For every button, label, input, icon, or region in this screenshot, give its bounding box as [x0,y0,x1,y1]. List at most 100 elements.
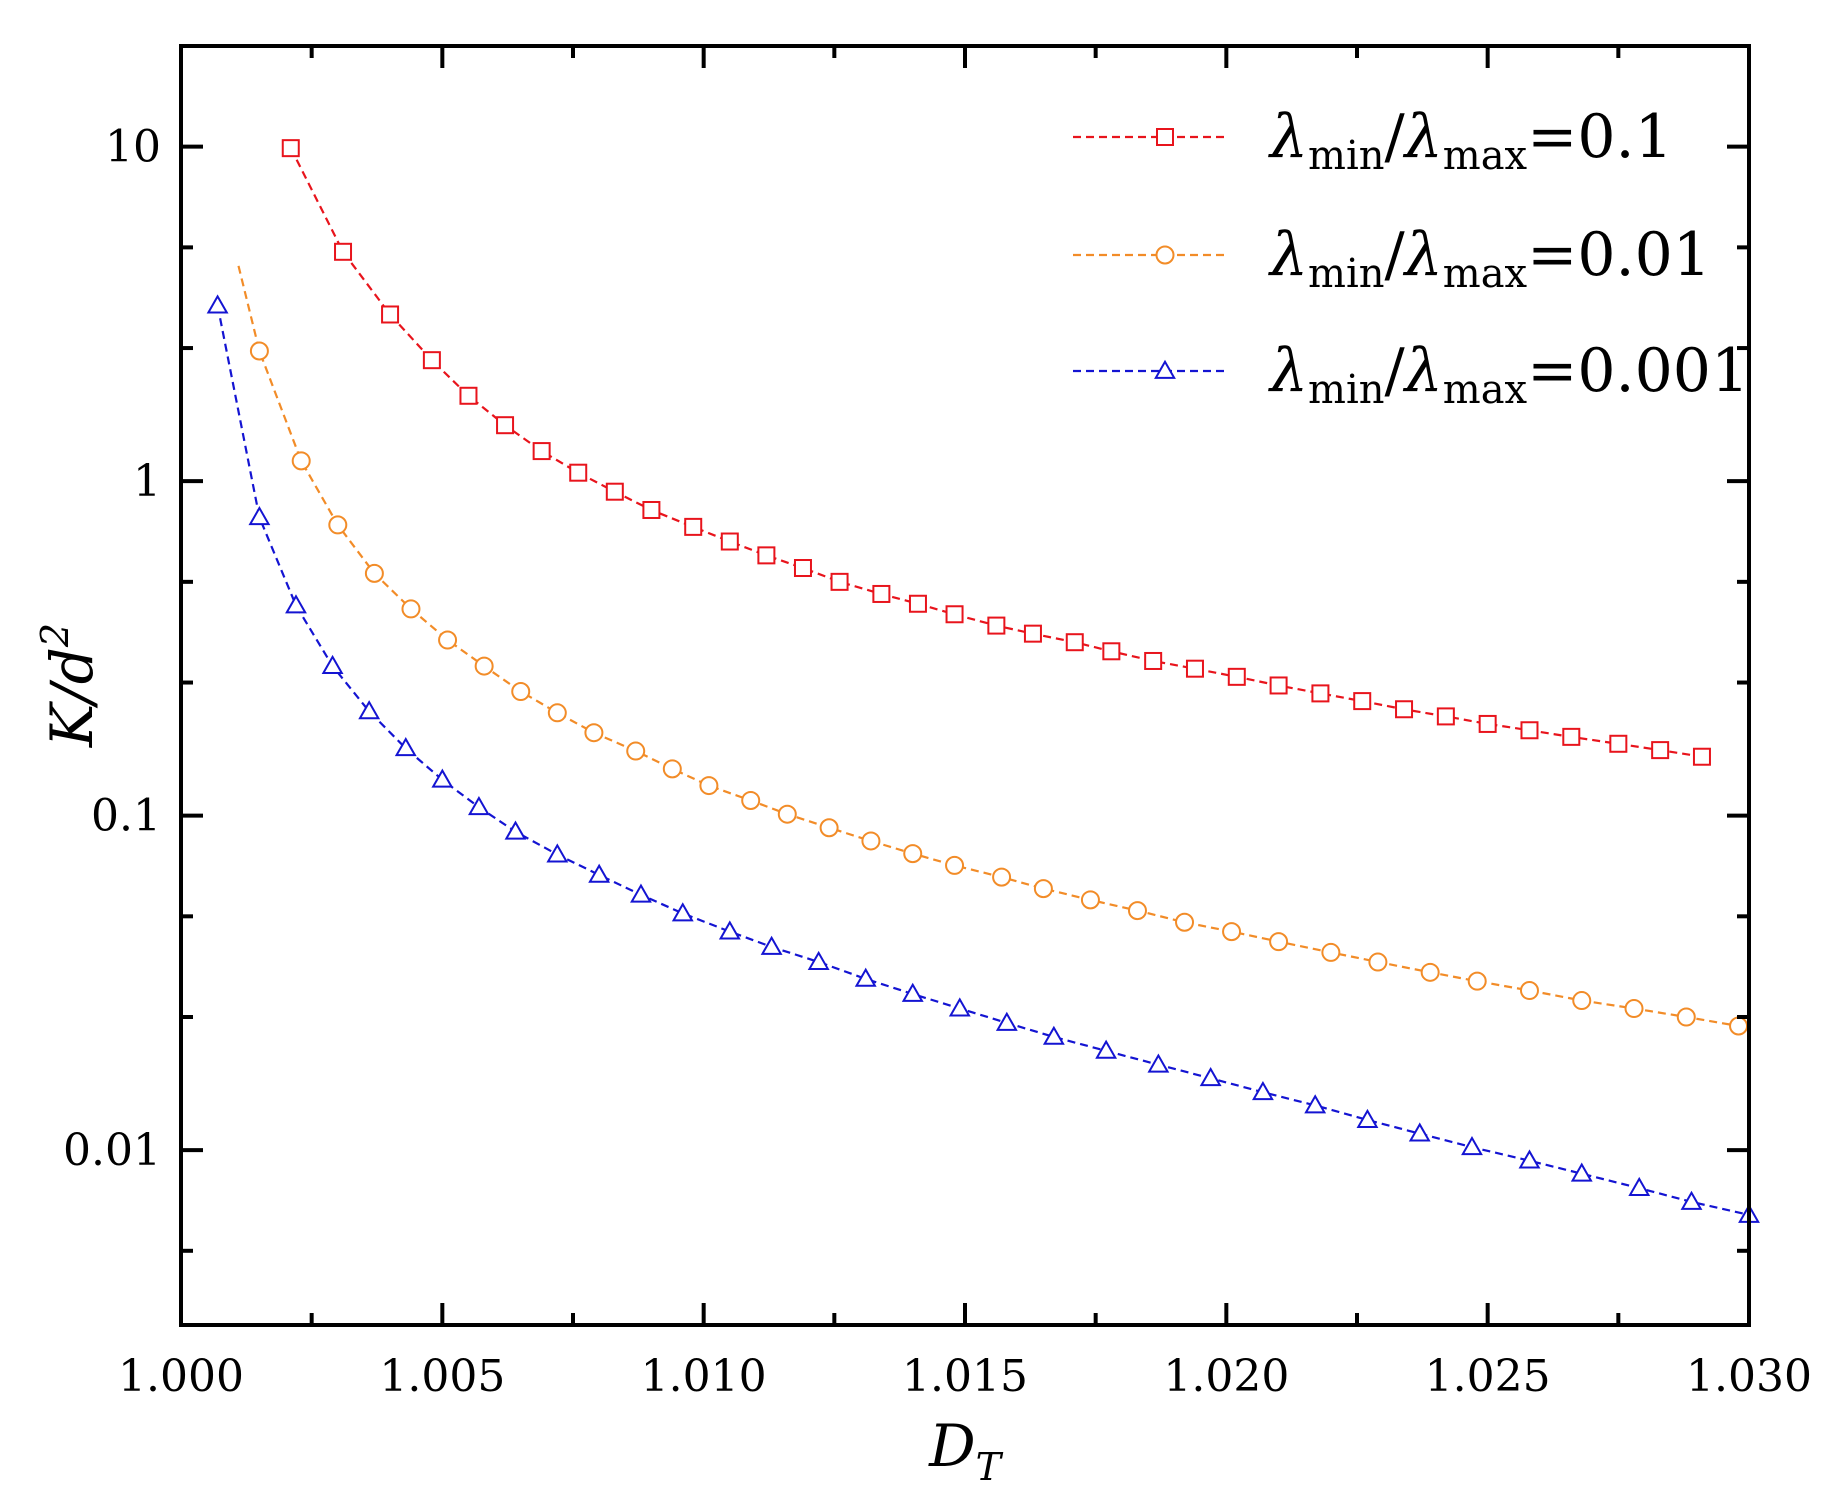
data-point [422,351,441,370]
series-circle [237,265,1749,1036]
legend-value: =0.01 [1527,220,1711,290]
legend-slash: / [1385,220,1406,290]
data-point [546,843,569,863]
legend-sub-min: min [1308,251,1384,297]
data-point [394,737,417,757]
legend-lambda: λ [1268,336,1308,406]
x-tick-label: 1.030 [1686,1351,1812,1402]
data-point [1144,651,1163,670]
legend: λmin/λmax=0.1λmin/λmax=0.01λmin/λmax=0.0… [1073,102,1749,413]
x-axis-title-main: D [928,1412,976,1480]
x-tick-label: 1.020 [1163,1351,1289,1402]
legend-lambda: λ [1403,220,1443,290]
data-point [588,863,611,883]
data-point [854,967,877,987]
data-point [819,818,839,838]
data-point [285,594,307,614]
data-point [1570,1162,1593,1182]
data-point [1478,714,1497,733]
data-point [1175,912,1195,932]
legend-sub-max: max [1443,251,1528,297]
series-triangle [206,294,1760,1223]
legend-sub-max: max [1443,367,1528,413]
data-point [334,242,353,261]
data-point [1420,962,1440,982]
legend-lambda: λ [1403,336,1443,406]
data-point [1676,1007,1696,1027]
data-point [1269,932,1289,952]
legend-entry: λmin/λmax=0.01 [1073,220,1711,297]
data-point [1518,1149,1541,1169]
data-point [1042,1025,1065,1045]
x-tick-label: 1.005 [379,1351,505,1402]
data-point [1461,1136,1483,1156]
data-point [511,682,531,702]
data-point [720,532,739,551]
x-axis-title-sub: T [976,1445,1004,1489]
data-point [807,950,830,970]
data-point [630,883,652,903]
data-point [684,517,703,536]
data-point [1147,1053,1170,1073]
data-point [1609,734,1628,753]
data-point [496,416,515,435]
data-point [584,723,604,743]
data-point [793,559,812,578]
legend-value: =0.1 [1527,102,1673,172]
data-point [1519,981,1539,1001]
data-point [760,935,783,955]
legend-lambda: λ [1268,220,1308,290]
series-line [216,305,1750,1216]
data-point [1227,667,1246,686]
data-point [861,831,881,851]
data-point [532,442,551,461]
data-point [467,795,490,816]
data-point [1199,1067,1222,1087]
data-point [1395,700,1414,719]
legend-value: =0.001 [1527,336,1749,406]
data-point [1185,659,1204,678]
data-point [1729,1016,1749,1036]
data-point [569,463,588,482]
data-point [291,451,311,471]
x-tick-label: 1.010 [641,1351,767,1402]
data-point [1562,727,1581,746]
y-axis-title-main: K/d [38,647,106,748]
data-point [671,902,694,922]
data-point [328,515,348,535]
data-point [1467,971,1487,991]
series-layer [206,139,1760,1223]
legend-lambda: λ [1268,102,1308,172]
data-point [1624,999,1644,1019]
data-point [908,594,927,613]
data-point [438,630,458,650]
y-axis-title-sup: 2 [33,623,77,648]
data-point [547,703,567,723]
data-point [1628,1176,1651,1196]
legend-label: λmin/λmax=0.1 [1268,102,1673,179]
data-point [1368,952,1388,972]
data-point [1311,684,1330,703]
data-point [281,139,300,158]
data-point [1520,721,1539,740]
data-point [1102,642,1121,661]
data-point [248,506,271,526]
legend-slash: / [1385,336,1406,406]
legend-slash: / [1385,102,1406,172]
data-point [945,605,964,624]
x-tick-label: 1.000 [118,1351,244,1402]
data-point [206,294,229,314]
data-point [1127,901,1147,921]
y-tick-label: 1 [133,456,161,507]
data-point [1408,1122,1431,1142]
data-point [757,546,776,565]
x-tick-labels: 1.000 1.005 1.010 1.015 1.020 1.025 1.030 [118,1351,1812,1402]
data-point [699,776,719,796]
data-point [1095,1039,1118,1059]
data-point [662,759,682,779]
data-point [945,855,965,875]
legend-marker [1155,245,1175,265]
data-point [1692,747,1711,766]
data-point [1436,707,1455,726]
